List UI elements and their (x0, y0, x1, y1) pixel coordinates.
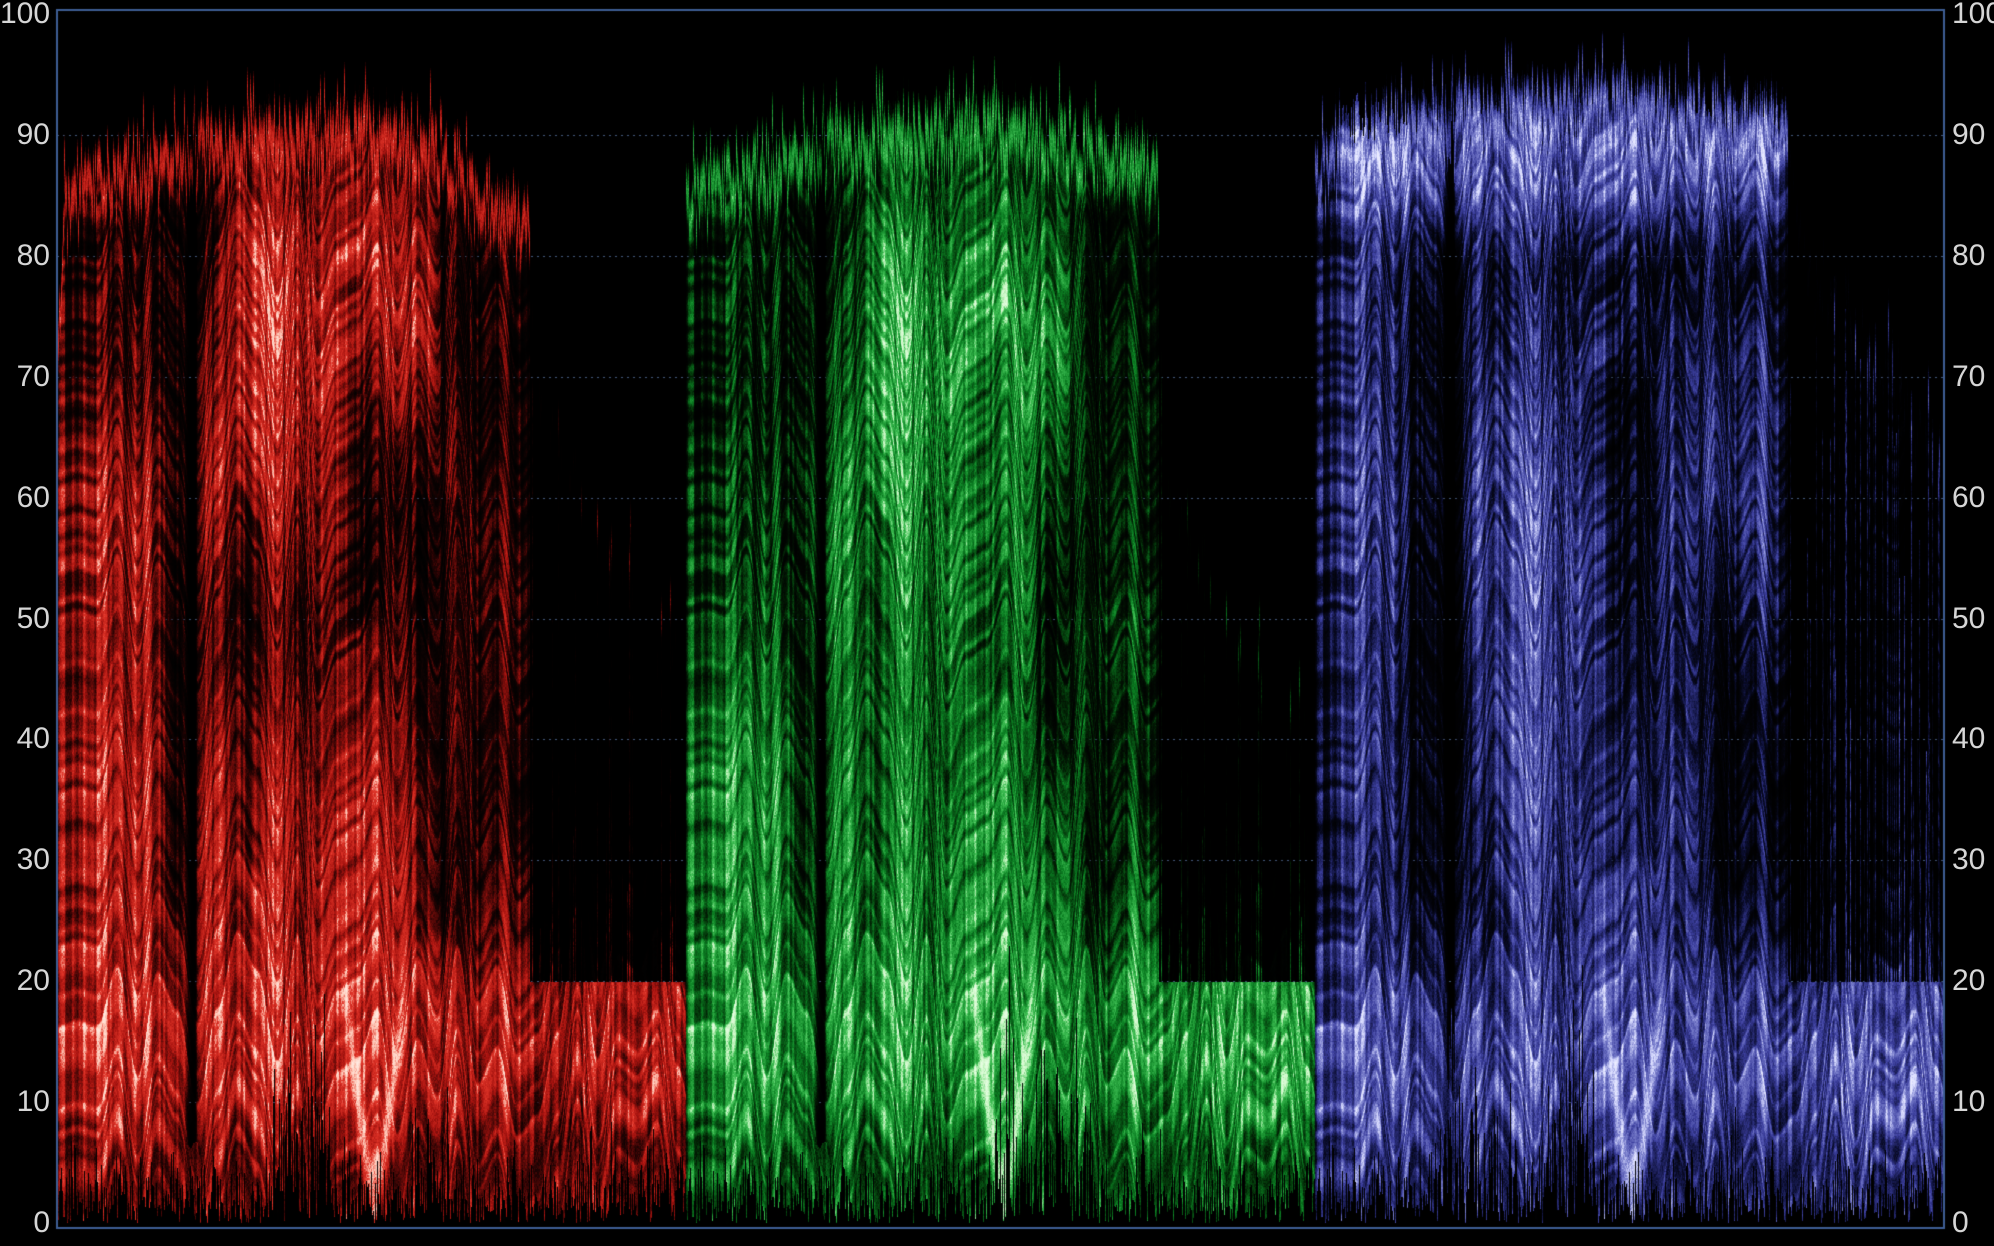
y-tick-label-right-70: 70 (1952, 360, 1986, 393)
y-tick-label-left-30: 30 (16, 843, 50, 876)
y-tick-label-right-10: 10 (1952, 1085, 1986, 1118)
y-tick-label-left-40: 40 (16, 722, 50, 755)
y-tick-label-right-80: 80 (1952, 239, 1986, 272)
y-tick-label-right-50: 50 (1952, 602, 1986, 635)
y-tick-label-left-90: 90 (16, 118, 50, 151)
y-tick-label-right-40: 40 (1952, 722, 1986, 755)
y-tick-label-left-60: 60 (16, 481, 50, 514)
y-tick-label-right-0: 0 (1952, 1206, 1969, 1239)
y-tick-label-right-30: 30 (1952, 843, 1986, 876)
y-tick-label-left-10: 10 (16, 1085, 50, 1118)
y-tick-label-left-80: 80 (16, 239, 50, 272)
y-tick-label-left-50: 50 (16, 602, 50, 635)
y-tick-label-right-60: 60 (1952, 481, 1986, 514)
y-tick-label-right-90: 90 (1952, 118, 1986, 151)
y-tick-label-left-0: 0 (33, 1206, 50, 1239)
y-tick-label-right-100: 100 (1952, 0, 1994, 30)
y-tick-label-right-20: 20 (1952, 964, 1986, 997)
y-tick-label-left-70: 70 (16, 360, 50, 393)
y-tick-label-left-100: 100 (0, 0, 51, 30)
y-tick-label-left-20: 20 (16, 964, 50, 997)
